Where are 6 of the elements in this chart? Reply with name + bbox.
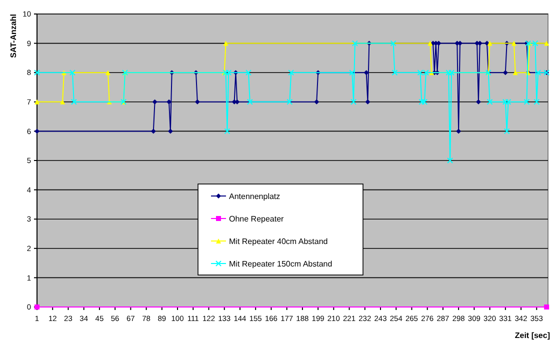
y-axis-title: SAT-Anzahl: [9, 14, 18, 58]
legend-label: Mit Repeater 40cm Abstand: [229, 236, 328, 246]
legend-label: Antennenplatz: [229, 192, 280, 201]
x-axis-title: Zeit [sec]: [514, 331, 550, 340]
legend-label: Mit Repeater 150cm Abstand: [229, 259, 332, 268]
legend-label: Ohne Repeater: [229, 214, 284, 224]
